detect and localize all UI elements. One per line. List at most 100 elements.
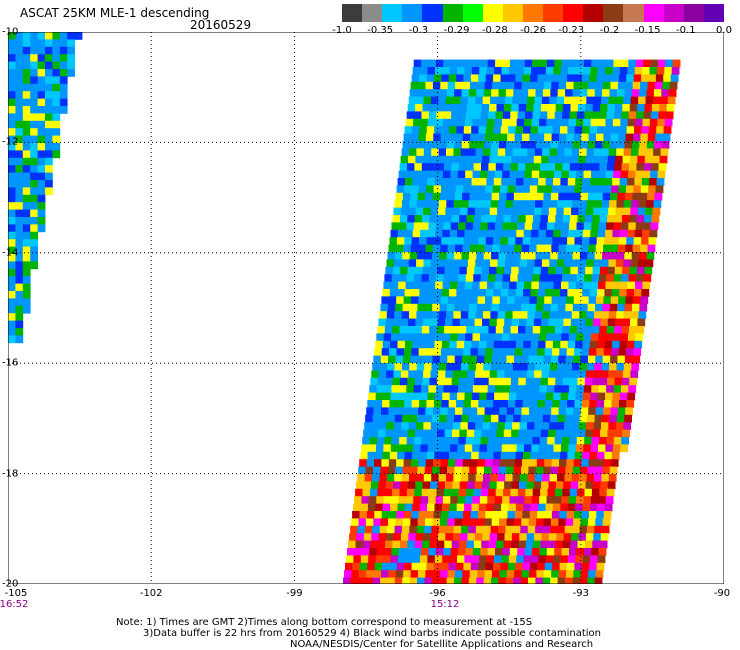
swath-cell (467, 259, 476, 268)
swath-cell (581, 562, 590, 571)
swath-cell (572, 466, 581, 475)
swath-cell (546, 118, 555, 127)
swath-cell (370, 540, 379, 549)
swath-cell (575, 67, 584, 75)
swath-cell (535, 141, 544, 149)
swath-cell (382, 289, 391, 297)
swath-cell (493, 178, 502, 186)
swath-cell (422, 155, 431, 164)
swath-cell (478, 400, 487, 408)
swath-cell (582, 503, 591, 512)
swath-cell (620, 118, 629, 127)
swath-cell (648, 237, 657, 245)
swath-cell (556, 155, 564, 164)
swath-cell (621, 377, 630, 386)
swath-cell (488, 540, 497, 549)
swath-cell (474, 207, 483, 216)
swath-cell (541, 370, 550, 379)
swath-cell (429, 540, 438, 549)
swath-cell (400, 155, 409, 164)
swath-cell (576, 385, 585, 393)
swath-cell (471, 289, 479, 297)
swath-cell (22, 283, 31, 292)
swath-cell (411, 400, 420, 408)
swath-cell (410, 303, 418, 312)
swath-cell (514, 407, 522, 416)
swath-cell (22, 180, 31, 188)
swath-cell (548, 207, 557, 216)
swath-cell (544, 185, 553, 194)
swath-cell (37, 106, 46, 114)
swath-cell (584, 326, 593, 334)
swath-cell (515, 451, 524, 460)
swath-cell (425, 244, 434, 253)
swath-cell (579, 474, 587, 482)
swath-cell (412, 289, 420, 297)
swath-cell (626, 126, 635, 134)
swath-cell (441, 185, 449, 194)
swath-cell (504, 96, 513, 105)
swath-cell (481, 481, 490, 490)
swath-cell (22, 143, 31, 151)
swath-cell (430, 481, 438, 490)
color-swatch (643, 4, 665, 22)
swath-cell (8, 32, 16, 40)
swath-cell (511, 266, 519, 275)
swath-cell (424, 303, 433, 312)
swath-cell (569, 488, 578, 497)
swath-cell (444, 104, 453, 112)
swath-cell (565, 303, 574, 312)
swath-cell (534, 422, 543, 430)
swath-cell (500, 74, 509, 83)
swath-cell (589, 74, 598, 83)
swath-cell (647, 133, 656, 142)
swath-cell (624, 89, 633, 97)
swath-cell (432, 141, 440, 149)
swath-cell (436, 437, 444, 445)
swath-cell (473, 540, 482, 549)
swath-cell (511, 207, 520, 216)
swath-cell (539, 437, 548, 445)
swath-cell (560, 67, 569, 75)
swath-cell (463, 511, 471, 519)
swath-cell (378, 370, 387, 379)
swath-cell (478, 237, 487, 245)
swath-cell (529, 185, 538, 194)
swath-cell (579, 414, 588, 423)
swath-cell (470, 133, 478, 142)
swath-cell (578, 259, 587, 268)
swath-cell (464, 555, 473, 564)
swath-cell (22, 98, 31, 107)
swath-cell (519, 533, 528, 541)
color-scale-label: -0.1 (676, 25, 696, 36)
swath-cell (528, 141, 537, 149)
swath-cell (558, 518, 567, 527)
swath-cell (509, 444, 517, 453)
swath-cell (513, 577, 521, 584)
swath-cell (528, 252, 536, 260)
swath-cell (505, 363, 514, 371)
swath-cell (445, 318, 453, 327)
swath-cell (507, 562, 516, 571)
swath-cell (609, 89, 618, 97)
swath-cell (423, 207, 431, 216)
swath-cell (575, 178, 583, 186)
swath-cell (455, 133, 464, 142)
swath-cell (401, 311, 410, 319)
swath-cell (638, 259, 646, 268)
swath-cell (59, 106, 68, 114)
swath-cell (457, 170, 466, 179)
swath-cell (374, 348, 383, 356)
swath-cell (37, 46, 46, 55)
swath-cell (390, 229, 399, 238)
swath-cell (561, 548, 570, 556)
swath-cell (522, 459, 530, 467)
swath-cell (526, 266, 534, 275)
swath-cell (367, 400, 376, 408)
swath-cell (568, 281, 577, 290)
swath-cell (612, 178, 620, 186)
swath-cell (476, 577, 484, 584)
swath-cell (489, 370, 498, 379)
swath-cell (667, 96, 676, 105)
swath-cell (631, 311, 639, 319)
